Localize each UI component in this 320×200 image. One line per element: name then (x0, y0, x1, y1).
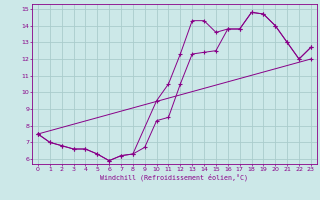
X-axis label: Windchill (Refroidissement éolien,°C): Windchill (Refroidissement éolien,°C) (100, 173, 248, 181)
